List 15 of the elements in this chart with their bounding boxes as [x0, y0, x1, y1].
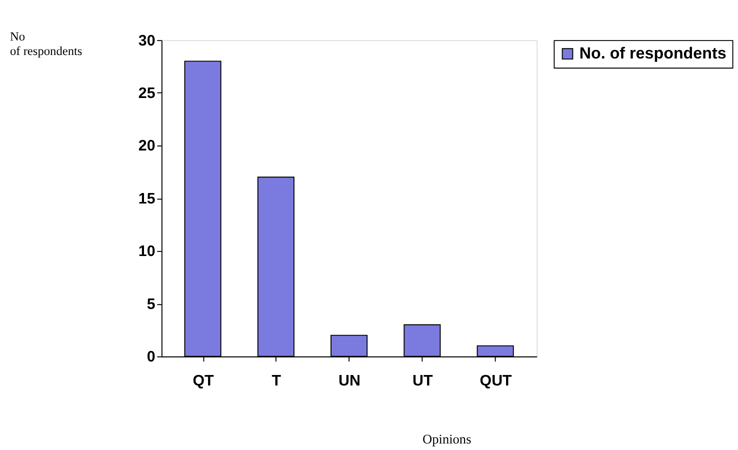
y-tick-label: 10 — [138, 243, 156, 260]
y-tick-label: 0 — [146, 348, 156, 366]
y-tick-label: 15 — [138, 190, 156, 208]
y-tick-label: 30 — [138, 32, 156, 50]
y-axis-title: No of respondents — [10, 30, 82, 58]
x-tick-label: QUT — [480, 372, 513, 390]
y-tick-label: 20 — [138, 138, 156, 155]
x-tick-label: QT — [192, 372, 215, 390]
x-tick-label: UT — [412, 372, 434, 390]
x-tick-label: UN — [338, 372, 360, 390]
y-tick-label: 25 — [138, 85, 156, 102]
y-tick-label: 5 — [146, 296, 156, 313]
legend-label: No. of respondents — [579, 44, 726, 63]
x-axis-title: Opinions — [422, 431, 472, 446]
x-tick-label: T — [272, 372, 282, 390]
